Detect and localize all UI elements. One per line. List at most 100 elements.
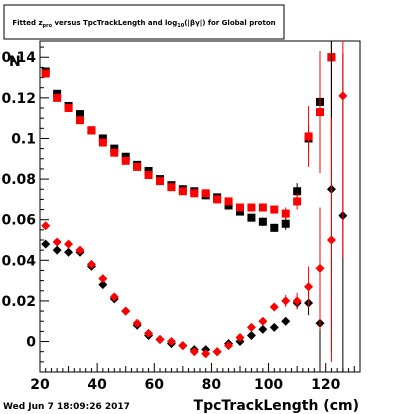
diamond-marker <box>52 237 62 247</box>
data-point <box>121 156 130 165</box>
diamond-marker <box>121 306 131 316</box>
data-point <box>270 205 279 214</box>
data-point <box>247 203 256 212</box>
chart-title: Fitted zpro versus TpcTrackLength and lo… <box>12 19 275 29</box>
square-marker <box>64 104 73 113</box>
data-point <box>87 126 96 135</box>
diamond-marker <box>315 263 325 273</box>
data-point <box>212 347 222 357</box>
data-point <box>201 349 211 359</box>
data-point <box>75 245 85 255</box>
diamond-marker <box>292 296 302 306</box>
data-point <box>236 203 244 212</box>
plot-frame <box>39 40 361 373</box>
diamond-marker <box>98 274 108 284</box>
square-marker <box>293 197 302 206</box>
data-point <box>258 217 267 226</box>
data-point <box>338 41 348 259</box>
diamond-marker <box>281 316 291 326</box>
data-point <box>167 183 176 192</box>
data-point <box>76 110 84 119</box>
diamond-marker <box>178 341 188 351</box>
diamond-marker <box>304 282 314 292</box>
square-marker <box>76 116 84 125</box>
square-marker <box>98 134 107 143</box>
data-point <box>76 116 84 125</box>
square-marker <box>144 166 153 175</box>
y-tick-label: 0.04 <box>1 253 36 269</box>
data-point <box>326 118 336 362</box>
square-marker <box>270 223 279 232</box>
square-marker <box>281 209 290 218</box>
data-point <box>133 162 142 171</box>
data-point <box>281 294 291 308</box>
data-point <box>144 171 153 180</box>
data-point <box>52 245 62 255</box>
square-marker <box>41 69 50 78</box>
data-point <box>156 177 164 186</box>
y-tick-label: 0.08 <box>1 172 36 188</box>
x-tick-label: 40 <box>87 377 107 393</box>
data-point <box>86 259 96 269</box>
data-point <box>293 193 302 210</box>
square-marker <box>258 203 267 212</box>
square-marker <box>110 144 119 153</box>
square-marker <box>213 195 222 204</box>
diamond-marker <box>246 322 256 332</box>
data-point <box>41 239 51 249</box>
y-tick-label: 0.02 <box>1 294 36 310</box>
square-marker <box>293 187 302 196</box>
data-point <box>178 341 188 351</box>
data-point <box>109 292 119 302</box>
diamond-marker <box>144 328 154 338</box>
title-post: (|βγ|) for Global proton <box>184 19 275 28</box>
diamond-marker <box>281 296 291 306</box>
data-point <box>121 306 131 316</box>
data-point <box>110 148 119 157</box>
axes: 20 40 60 80 100 120 0 0.02 0.04 0.06 0.08 0.1 0.12 0.… <box>1 46 361 393</box>
diamond-marker <box>52 245 62 255</box>
square-marker <box>224 197 233 206</box>
y-axis-corner-label: N <box>9 54 21 70</box>
square-marker <box>236 207 244 216</box>
diamond-marker <box>86 259 96 269</box>
x-tick-label: 120 <box>311 377 340 393</box>
data-point <box>315 207 325 330</box>
square-marker <box>156 177 164 186</box>
y-tick-label: 0.06 <box>1 213 36 229</box>
x-axis-title: TpcTrackLength (cm) <box>194 398 359 414</box>
data-point <box>213 195 222 204</box>
square-marker <box>121 152 130 161</box>
diamond-marker <box>64 239 74 249</box>
diamond-marker <box>41 221 51 231</box>
diamond-marker <box>75 245 85 255</box>
diamond-marker <box>338 91 348 101</box>
diamond-marker <box>189 347 199 357</box>
diamond-marker <box>98 280 108 290</box>
data-point <box>64 239 74 249</box>
square-marker <box>76 110 84 119</box>
square-marker <box>236 203 244 212</box>
title-sub2: 10 <box>177 23 184 29</box>
square-marker <box>178 187 187 196</box>
x-tick-label: 80 <box>202 377 222 393</box>
square-marker <box>133 162 142 171</box>
diamond-marker <box>201 349 211 359</box>
square-marker <box>144 171 153 180</box>
square-marker <box>190 189 199 198</box>
diamond-marker <box>166 337 176 347</box>
diamond-marker <box>258 316 268 326</box>
y-tick-label: 0.14 <box>1 50 36 66</box>
diamond-marker <box>155 335 165 345</box>
title-box <box>3 4 285 40</box>
data-point <box>155 335 165 345</box>
square-marker <box>224 201 233 210</box>
data-point <box>144 328 154 338</box>
x-tick-label: 60 <box>145 377 165 393</box>
y-tick-label: 0 <box>26 335 36 351</box>
data-point <box>224 197 233 206</box>
data-point <box>189 347 199 357</box>
data-point <box>178 187 187 196</box>
data-point <box>98 138 107 147</box>
footer-timestamp: Wed Jun 7 18:09:26 2017 <box>3 402 130 412</box>
